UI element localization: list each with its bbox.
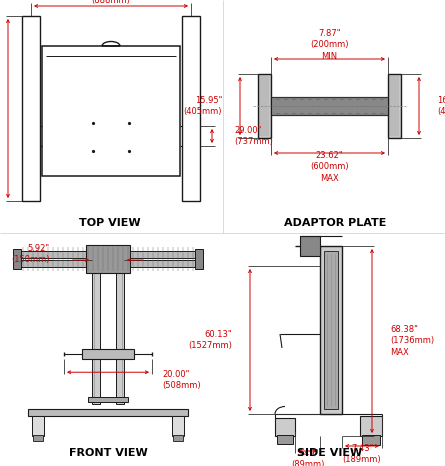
Text: 5.92"
(150mm): 5.92" (150mm): [12, 244, 50, 264]
Bar: [86, 245, 130, 273]
Bar: [13, 251, 203, 258]
Bar: [324, 251, 338, 409]
Bar: [92, 273, 100, 404]
Text: 23.62"
(600mm)
MAX: 23.62" (600mm) MAX: [310, 151, 349, 183]
Bar: [82, 349, 134, 359]
Text: 3.49"
(89mm): 3.49" (89mm): [291, 449, 324, 466]
Bar: [32, 416, 44, 436]
Bar: [275, 418, 295, 436]
Text: 29.00"
(737mm): 29.00" (737mm): [234, 126, 273, 146]
Bar: [28, 409, 188, 416]
Bar: [42, 46, 180, 176]
Bar: [13, 249, 21, 269]
Text: ADAPTOR PLATE: ADAPTOR PLATE: [284, 218, 386, 228]
Bar: [33, 435, 43, 441]
Bar: [360, 416, 382, 436]
Text: 16.54"
(420mm): 16.54" (420mm): [437, 96, 445, 116]
Text: SIDE VIEW: SIDE VIEW: [297, 448, 363, 458]
Text: 7.87"
(200mm)
MIN: 7.87" (200mm) MIN: [310, 29, 349, 61]
Bar: [88, 397, 128, 402]
Text: 60.13"
(1527mm): 60.13" (1527mm): [188, 330, 232, 350]
Text: 15.95"
(405mm): 15.95" (405mm): [183, 96, 222, 116]
Bar: [172, 416, 184, 436]
Bar: [22, 16, 40, 201]
Text: 34.95"
(888mm): 34.95" (888mm): [92, 0, 130, 5]
Bar: [195, 249, 203, 269]
Bar: [277, 435, 293, 444]
Bar: [116, 273, 124, 404]
Text: 7.43"
(189mm): 7.43" (189mm): [343, 444, 381, 464]
Text: 68.38"
(1736mm)
MAX: 68.38" (1736mm) MAX: [390, 325, 434, 356]
Bar: [320, 246, 342, 414]
Text: FRONT VIEW: FRONT VIEW: [69, 448, 147, 458]
Bar: [182, 16, 200, 201]
Text: TOP VIEW: TOP VIEW: [79, 218, 141, 228]
Bar: [271, 97, 388, 115]
Bar: [388, 74, 401, 138]
Bar: [173, 435, 183, 441]
Text: 20.00"
(508mm): 20.00" (508mm): [162, 370, 201, 390]
Bar: [13, 260, 203, 267]
Bar: [258, 74, 271, 138]
Bar: [362, 435, 380, 445]
Bar: [300, 236, 320, 256]
